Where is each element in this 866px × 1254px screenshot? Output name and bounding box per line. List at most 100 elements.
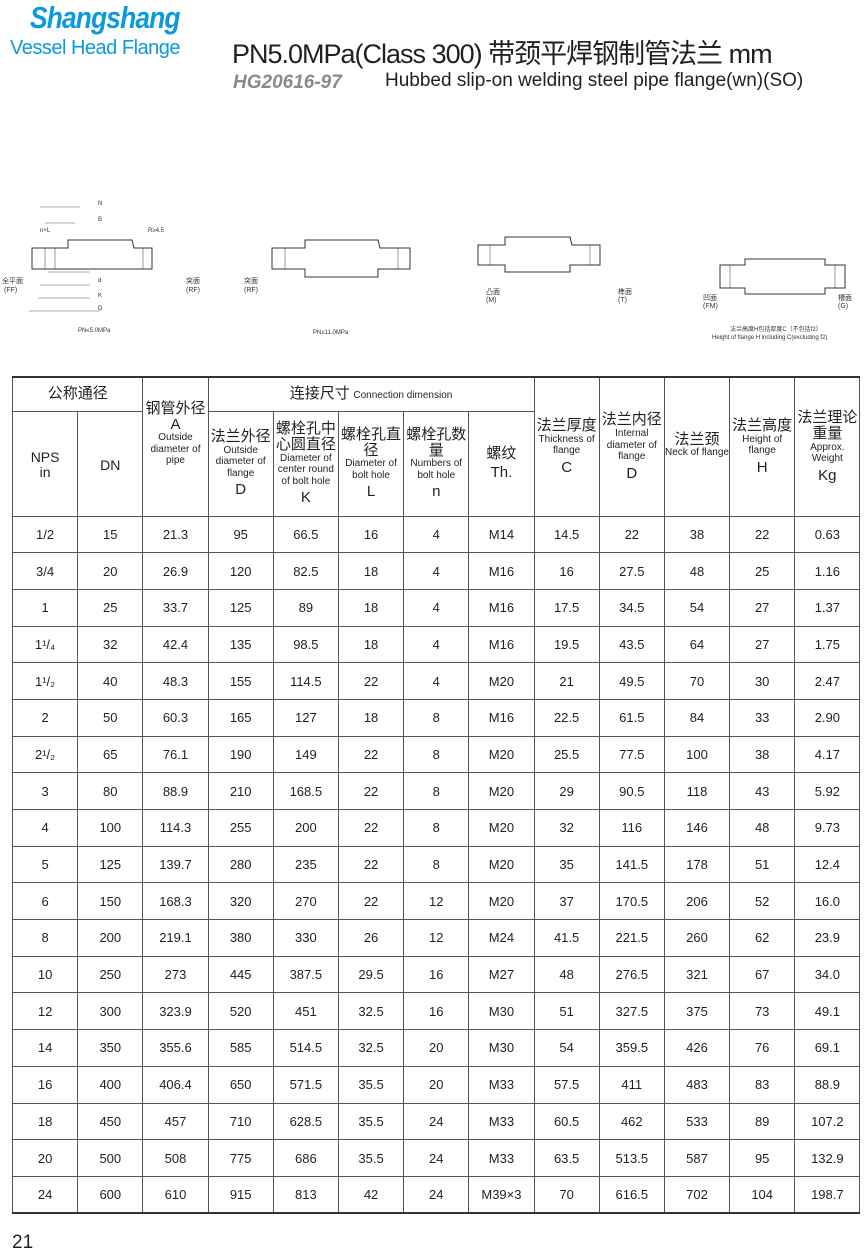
header-col-11: 法兰高度 Height of flange H [729, 376, 796, 517]
header-col-8: 法兰厚度 Thickness of flange C [533, 376, 600, 517]
table-cell: 330 [272, 919, 339, 957]
table-cell: 38 [729, 735, 796, 774]
header-zh: 法兰高度 [732, 417, 793, 434]
table-cell: 49.1 [794, 992, 861, 1031]
table-cell: 426 [663, 1029, 731, 1067]
page-title: PN5.0MPa(Class 300) 带颈平焊钢制管法兰 mm [232, 39, 773, 69]
table-cell: 323.9 [142, 992, 209, 1031]
table-cell: M16 [468, 552, 535, 590]
table-cell: 20 [403, 1029, 470, 1067]
flange-diagrams: 全平面 (FF) 突面 (RF) N B R≥4.5 n×L d K D PN≤… [2, 201, 852, 341]
table-row: 8 200 219.1 380 330 26 12 M24 41.5 221.5 260 62 23.9 [11, 919, 861, 957]
table-cell: 221.5 [598, 919, 665, 957]
table-cell: 400 [77, 1065, 144, 1104]
table-cell: 77.5 [598, 735, 665, 774]
table-cell: 16 [533, 552, 600, 590]
dim-d-small: d [98, 278, 101, 284]
table-cell: 139.7 [142, 845, 209, 884]
header-text-en: Connection dimension [353, 390, 453, 402]
table-cell: 48 [533, 955, 600, 994]
table-cell: 54 [533, 1029, 600, 1067]
table-cell: 22 [337, 845, 405, 884]
d1-caption: PN≤5.0MPa [78, 328, 111, 334]
d4-note-zh: 法兰高度H包括厚度C（不包括f2） [730, 325, 822, 333]
table-cell: 49.5 [598, 662, 665, 700]
table-cell: 48 [663, 552, 731, 590]
table-cell: 2 [11, 698, 79, 737]
table-cell: 915 [207, 1175, 274, 1214]
d1-right-en: (RF) [186, 287, 200, 294]
table-cell: 40 [77, 662, 144, 700]
table-cell: M20 [468, 809, 535, 847]
table-cell: 190 [207, 735, 274, 774]
table-cell: 451 [272, 992, 339, 1031]
header-col-1: DN [77, 410, 144, 517]
table-cell: 88.9 [142, 772, 209, 810]
table-row: 4 100 114.3 255 200 22 8 M20 32 116 146 48 9.73 [11, 809, 861, 847]
table-cell: 82.5 [272, 552, 339, 590]
header-zh: 法兰厚度 [536, 417, 597, 434]
header-en: Diameter of center round of bolt hole [277, 452, 334, 487]
table-cell: 24 [403, 1102, 470, 1141]
table-cell: 62 [729, 919, 796, 957]
page-number: 21 [12, 1232, 34, 1253]
header-col-12: 法兰理论重量 Approx. Weight Kg [794, 376, 861, 517]
table-cell: 16 [337, 515, 405, 554]
table-cell: 125 [207, 588, 274, 627]
table-row: 10 250 273 445 387.5 29.5 16 M27 48 276.5 321 67 34.… [11, 955, 861, 994]
table-cell: 42 [337, 1175, 405, 1214]
table-cell: 5.92 [794, 772, 861, 810]
table-row: 3 80 88.9 210 168.5 22 8 M20 29 90.5 118 43 5.92 [11, 772, 861, 810]
table-cell: 34.5 [598, 588, 665, 627]
table-cell: 375 [663, 992, 731, 1031]
d1-left-label: 全平面 [2, 276, 23, 285]
table-cell: 20 [11, 1139, 79, 1177]
table-cell: 3 [11, 772, 79, 810]
table-cell: 114.3 [142, 809, 209, 847]
table-cell: 90.5 [598, 772, 665, 810]
table-cell: 27 [729, 588, 796, 627]
table-row: 18 450 457 710 628.5 35.5 24 M33 60.5 462 533 89 107… [11, 1102, 861, 1141]
table-cell: 63.5 [533, 1139, 600, 1177]
table-cell: 27 [729, 625, 796, 664]
header-zh: 法兰理论重量 [797, 409, 858, 442]
table-cell: 4 [403, 625, 470, 664]
table-cell: 355.6 [142, 1029, 209, 1067]
table-cell: 104 [729, 1175, 796, 1214]
header-sym: C [561, 458, 573, 476]
table-cell: 54 [663, 588, 731, 627]
table-cell: 165 [207, 698, 274, 737]
table-cell: 10 [11, 955, 79, 994]
header-sym: Th. [490, 464, 513, 481]
table-cell: 8 [403, 809, 470, 847]
table-cell: 260 [663, 919, 731, 957]
table-cell: 83 [729, 1065, 796, 1104]
header-en: Outside diameter of flange [215, 444, 266, 479]
header-nominal-size: 公称通径 [11, 376, 144, 412]
table-cell: M30 [468, 992, 535, 1031]
table-cell: 100 [663, 735, 731, 774]
table-cell: 149 [272, 735, 339, 774]
d3-left-label: 凸面 [486, 288, 500, 296]
table-cell: 273 [142, 955, 209, 994]
table-cell: 270 [272, 882, 339, 921]
table-cell: 26 [337, 919, 405, 957]
d3-left-en: (M) [486, 297, 497, 304]
header-col-10: 法兰颈 Neck of flange [663, 376, 731, 517]
table-row: 16 400 406.4 650 571.5 35.5 20 M33 57.5 411 483 83 8… [11, 1065, 861, 1104]
table-cell: M20 [468, 662, 535, 700]
table-cell: 116 [598, 809, 665, 847]
table-cell: 702 [663, 1175, 731, 1214]
table-cell: 65 [77, 735, 144, 774]
table-cell: 60.5 [533, 1102, 600, 1141]
header-zh: 法兰内径 [601, 411, 662, 429]
table-cell: 48.3 [142, 662, 209, 700]
table-cell: 89 [272, 588, 339, 627]
table-cell: 520 [207, 992, 274, 1031]
header-text: 公称通径 [47, 385, 108, 403]
table-cell: 1¹/₄ [11, 625, 79, 664]
table-cell: 18 [337, 552, 405, 590]
brand-tagline: Vessel Head Flange [10, 37, 181, 59]
table-cell: 18 [337, 625, 405, 664]
header-sym: H [756, 458, 768, 476]
